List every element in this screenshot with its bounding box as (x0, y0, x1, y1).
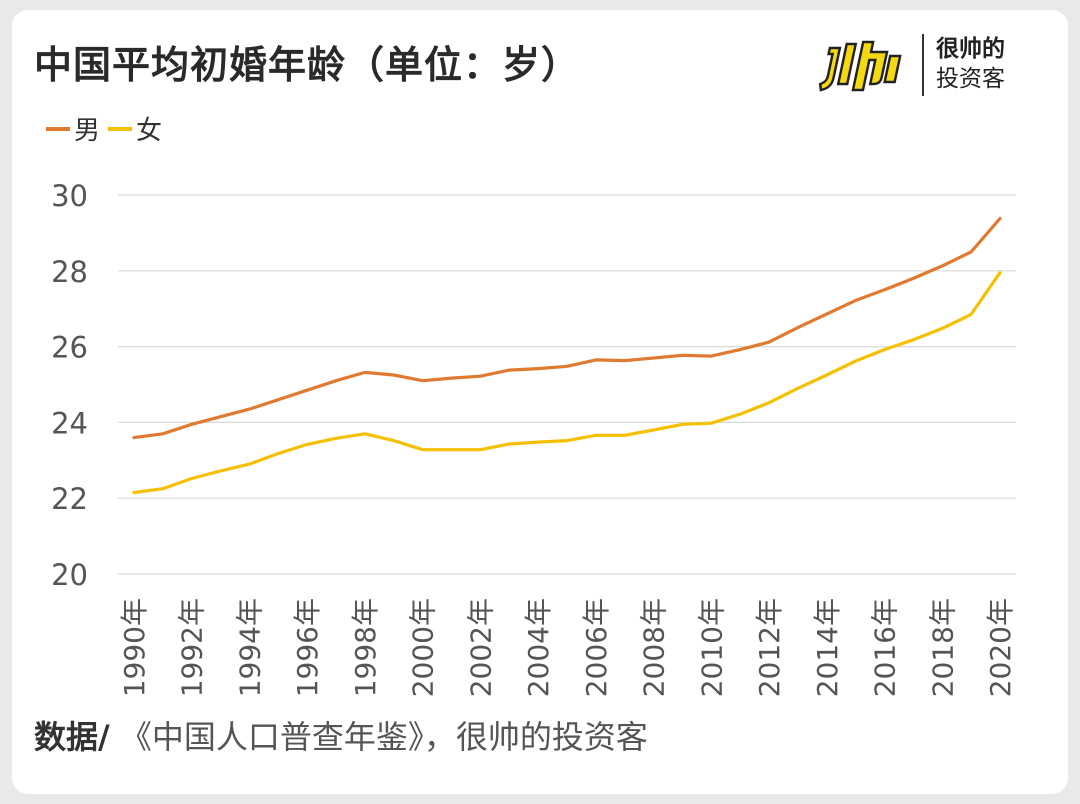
source-label: 数据/ (34, 718, 110, 756)
series-line-female (132, 271, 1002, 495)
legend-swatch-female (108, 126, 133, 131)
logo-line-2: 投资客 (936, 66, 1005, 92)
y-tick-label: 22 (51, 482, 88, 516)
x-tick-label: 2010年 (695, 598, 728, 697)
x-tick-label: 1994年 (233, 598, 266, 697)
brand-mark-icon (818, 40, 902, 92)
x-tick-label: 1998年 (349, 598, 382, 697)
y-axis-ticks: 20 22 24 26 28 30 (51, 179, 88, 592)
x-tick-label: 2002年 (464, 598, 497, 697)
logo-line-1: 很帅的 (936, 36, 1005, 62)
chart-card (12, 10, 1068, 794)
x-tick-label: 1996年 (291, 598, 324, 697)
legend-label-male: 男 (74, 116, 101, 146)
x-tick-label: 2016年 (869, 598, 902, 697)
logo-divider (922, 34, 924, 96)
x-tick-label: 2000年 (407, 598, 440, 697)
x-tick-label: 2006年 (580, 598, 613, 697)
y-tick-label: 26 (51, 331, 88, 365)
grid-lines (118, 194, 1016, 575)
source-text: 《中国人口普查年鉴》，很帅的投资客 (119, 718, 648, 756)
series-line-male (132, 216, 1002, 440)
x-tick-label: 2008年 (638, 598, 671, 697)
y-tick-label: 24 (51, 406, 88, 440)
data-source-footer: 数据/ 《中国人口普查年鉴》，很帅的投资客 (34, 712, 648, 758)
x-tick-label: 2018年 (926, 598, 959, 697)
x-tick-label: 2004年 (522, 598, 555, 697)
legend-item-male: 男 (46, 110, 100, 147)
logo-text: 很帅的 投资客 (936, 34, 1005, 94)
x-tick-label: 1990年 (118, 598, 151, 697)
x-tick-label: 1992年 (176, 598, 209, 697)
legend-item-female: 女 (108, 110, 162, 147)
brand-logo: 很帅的 投资客 (818, 34, 1038, 100)
series-lines (132, 216, 1002, 495)
x-tick-label: 2020年 (984, 598, 1017, 697)
chart-legend: 男 女 (46, 110, 170, 147)
legend-label-female: 女 (136, 116, 163, 146)
line-chart: 20 22 24 26 28 30 1990年 1992年 1994年 1996年 1998年 20… (51, 179, 1017, 697)
chart-title: 中国平均初婚年龄（单位：岁） (34, 43, 581, 87)
legend-swatch-male (46, 126, 70, 131)
y-tick-label: 28 (51, 255, 88, 289)
y-tick-label: 30 (51, 179, 88, 213)
x-tick-label: 2014年 (811, 598, 844, 697)
y-tick-label: 20 (51, 558, 88, 592)
x-axis-ticks: 1990年 1992年 1994年 1996年 1998年 2000年 2002年 2004年… (118, 598, 1017, 697)
x-tick-label: 2012年 (753, 598, 786, 697)
